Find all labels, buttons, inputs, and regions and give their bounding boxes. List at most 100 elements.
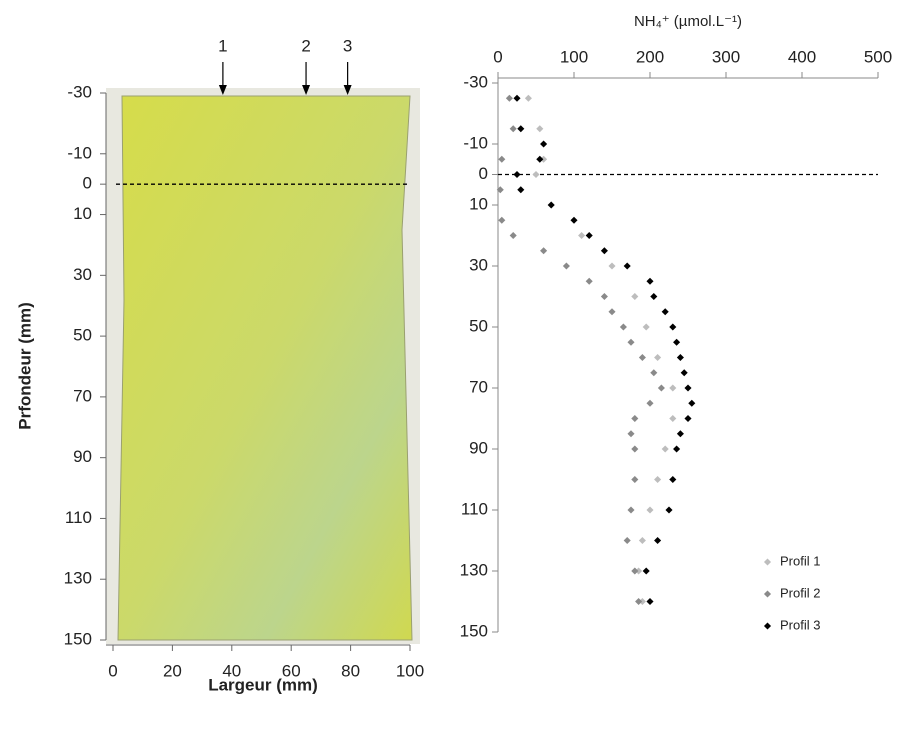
- data-point: [673, 445, 681, 453]
- data-point: [623, 536, 631, 545]
- data-point: [669, 414, 677, 423]
- x-tick-label: 100: [560, 47, 588, 66]
- x-tick-label: 20: [163, 661, 182, 680]
- y-tick-label: 70: [469, 377, 488, 396]
- data-point: [496, 186, 504, 194]
- annotation-label: 2: [301, 36, 310, 55]
- data-point: [676, 430, 684, 438]
- y-tick-label: 0: [479, 164, 488, 183]
- y-tick-label: -30: [67, 82, 92, 101]
- arrow-head: [302, 85, 311, 95]
- data-point: [517, 186, 525, 194]
- x-tick-label: 200: [636, 47, 664, 66]
- y-axis-label: Prfondeur (mm): [15, 302, 34, 430]
- data-point: [540, 247, 548, 255]
- y-tick-label: 150: [64, 629, 92, 648]
- data-point: [680, 369, 688, 377]
- data-point: [684, 414, 692, 423]
- x-tick-label: 0: [108, 661, 117, 680]
- data-point: [631, 445, 639, 453]
- data-point: [623, 262, 631, 270]
- data-point: [540, 140, 548, 148]
- x-tick-label: 100: [396, 661, 424, 680]
- data-point: [642, 323, 650, 331]
- data-point: [638, 597, 646, 606]
- x-tick-label: 80: [341, 661, 360, 680]
- data-point: [536, 125, 544, 133]
- data-point: [688, 399, 696, 407]
- data-point: [505, 94, 513, 102]
- data-point: [635, 567, 643, 575]
- y-tick-label: -30: [463, 72, 488, 91]
- data-point: [631, 292, 639, 301]
- data-point: [578, 231, 586, 240]
- data-point: [654, 475, 662, 484]
- annotation-label: 1: [218, 36, 227, 55]
- data-point: [646, 277, 654, 285]
- data-point: [513, 94, 521, 102]
- data-point: [517, 125, 525, 133]
- data-point: [684, 384, 692, 392]
- y-tick-label: 130: [64, 569, 92, 588]
- data-point: [608, 262, 616, 270]
- y-tick-label: 10: [469, 194, 488, 213]
- y-tick-label: 50: [73, 326, 92, 345]
- data-point: [585, 277, 593, 285]
- data-point: [669, 475, 677, 484]
- y-tick-label: 30: [469, 255, 488, 274]
- x-tick-label: 40: [222, 661, 241, 680]
- data-point: [513, 170, 521, 179]
- y-tick-label: 0: [83, 174, 92, 193]
- legend-marker: [763, 558, 772, 566]
- data-point: [600, 292, 608, 301]
- data-point: [509, 125, 517, 133]
- y-tick-label: 110: [461, 499, 488, 518]
- annotation-label: 3: [343, 36, 352, 55]
- data-point: [661, 308, 669, 316]
- data-point: [631, 567, 639, 575]
- data-point: [627, 430, 635, 438]
- y-tick-label: -10: [463, 133, 488, 152]
- data-point: [665, 506, 673, 514]
- data-point: [676, 353, 684, 362]
- legend-label: Profil 2: [780, 585, 820, 600]
- data-point: [654, 536, 662, 545]
- y-tick-label: 70: [73, 386, 92, 405]
- y-tick-label: 90: [73, 447, 92, 466]
- y-tick-label: -10: [67, 143, 92, 162]
- data-point: [657, 384, 665, 392]
- arrow-head: [218, 85, 227, 95]
- y-tick-label: 130: [460, 560, 488, 579]
- legend-marker: [763, 590, 772, 598]
- data-point: [536, 155, 544, 163]
- x-axis-label: NH₄⁺ (µmol.L⁻¹): [634, 13, 742, 30]
- data-point: [619, 323, 627, 331]
- y-tick-label: 110: [65, 508, 92, 527]
- data-point: [585, 231, 593, 240]
- data-point: [673, 338, 681, 346]
- data-point: [498, 155, 506, 163]
- data-point: [570, 216, 578, 224]
- arrow-head: [343, 85, 352, 95]
- x-axis-label: Largeur (mm): [208, 675, 318, 694]
- data-point: [654, 353, 662, 362]
- legend-label: Profil 3: [780, 617, 820, 632]
- data-point: [600, 247, 608, 255]
- data-point: [540, 155, 548, 163]
- data-point: [669, 323, 677, 331]
- data-point: [638, 536, 646, 545]
- x-tick-label: 400: [788, 47, 816, 66]
- x-tick-label: 500: [864, 47, 892, 66]
- data-point: [627, 506, 635, 514]
- data-point: [608, 308, 616, 316]
- data-point: [646, 506, 654, 514]
- gel-photo: [117, 95, 413, 641]
- x-tick-label: 60: [282, 661, 301, 680]
- data-point: [635, 597, 643, 606]
- data-point: [631, 475, 639, 484]
- data-point: [638, 353, 646, 362]
- data-point: [562, 262, 570, 270]
- x-tick-label: 0: [493, 47, 502, 66]
- x-tick-label: 300: [712, 47, 740, 66]
